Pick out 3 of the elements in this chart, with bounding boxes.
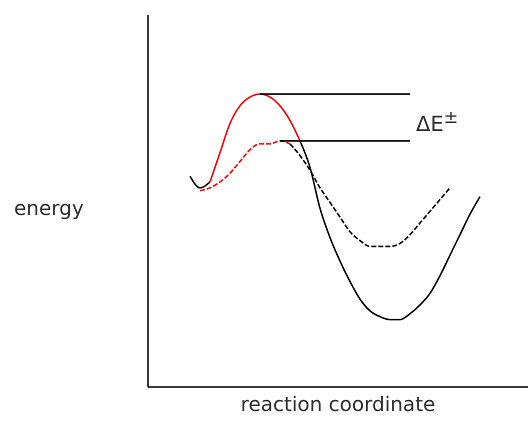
x-axis-title: reaction coordinate <box>240 392 436 416</box>
annotation: ΔE$^{±}$ <box>416 108 458 136</box>
y-axis-title: energy <box>14 196 84 220</box>
